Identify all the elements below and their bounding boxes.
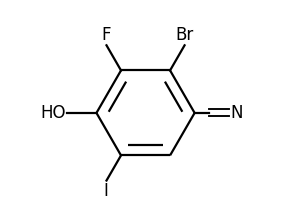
Text: HO: HO — [41, 104, 66, 122]
Text: F: F — [102, 26, 111, 44]
Text: N: N — [230, 104, 243, 122]
Text: Br: Br — [176, 26, 194, 44]
Text: I: I — [103, 182, 108, 200]
